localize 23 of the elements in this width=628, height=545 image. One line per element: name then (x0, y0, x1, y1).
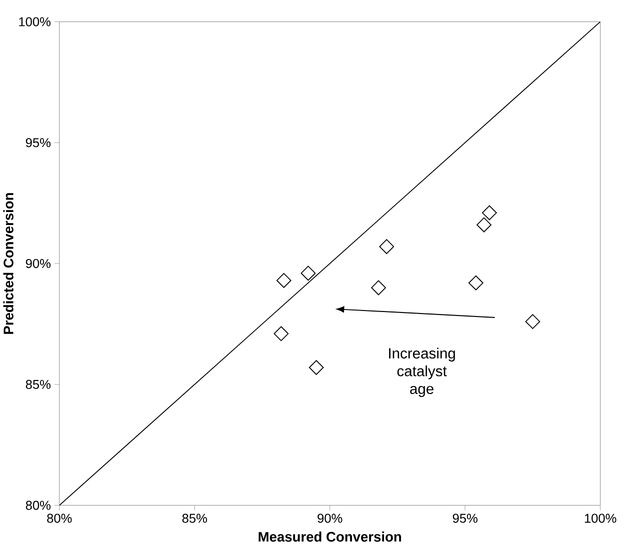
point (276, 273, 292, 288)
y-tick-label: 85% (26, 380, 51, 389)
point (300, 266, 316, 281)
point (274, 326, 289, 342)
y-tick-label: 100% (19, 17, 51, 26)
annotation: Increasing catalyst age (389, 348, 455, 397)
x-axis-title: Measured Conversion (258, 532, 402, 542)
y-tick-label: 80% (26, 500, 51, 510)
y-tick-label: 90% (26, 259, 51, 268)
x-tick-label: 80% (47, 514, 72, 523)
x-tick-label: 100% (584, 514, 616, 523)
y-tick-label: 95% (26, 138, 51, 148)
point (482, 205, 497, 220)
x-tick-label: 95% (452, 514, 478, 523)
y-axis-title: Predicted Conversion (3, 193, 14, 334)
point (525, 314, 540, 330)
x-tick-label: 90% (318, 514, 342, 523)
point (371, 280, 386, 296)
point (476, 217, 492, 232)
point (379, 239, 394, 254)
point (468, 275, 484, 290)
point (308, 360, 324, 375)
x-tick-label: 85% (182, 514, 207, 523)
